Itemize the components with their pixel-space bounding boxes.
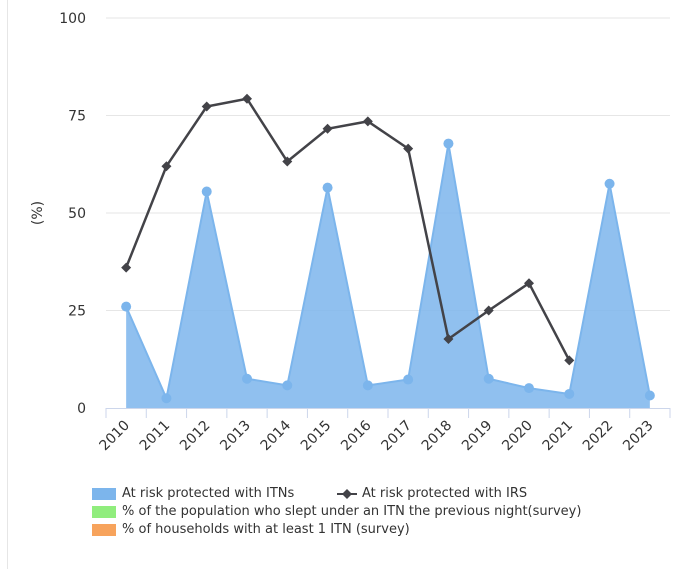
irs-point: [362, 116, 373, 127]
x-tick-label: 2017: [378, 418, 415, 455]
legend-swatch-itn: [92, 488, 116, 500]
x-axis: 2010 2011 2012 2013 2014 2015 2016 2017 2018 2019…: [96, 408, 671, 455]
itn-point: [483, 373, 494, 384]
gridlines: [106, 17, 670, 311]
legend-swatch-slept-itn: [92, 506, 116, 518]
itn-point: [322, 182, 333, 193]
irs-point: [403, 143, 414, 154]
itn-point: [524, 383, 534, 394]
irs-point: [483, 305, 494, 316]
itn-point: [604, 178, 615, 189]
y-tick-label: 0: [77, 401, 86, 417]
x-tick-label: 2021: [540, 418, 577, 455]
itn-area-fill: [126, 143, 650, 408]
itn-point: [644, 390, 655, 401]
irs-line: [124, 97, 571, 361]
legend-label-households-itn: % of households with at least 1 ITN (sur…: [122, 522, 410, 537]
x-tick-label: 2010: [96, 418, 133, 455]
x-tick-label: 2020: [499, 418, 536, 455]
irs-point: [322, 123, 333, 134]
itn-point: [282, 380, 293, 391]
x-tick-label: 2015: [298, 418, 335, 455]
legend-swatch-households-itn: [92, 524, 116, 536]
x-tick-label: 2016: [338, 417, 375, 454]
chart-border: [7, 0, 8, 569]
x-tick-label: 2019: [459, 418, 496, 455]
x-tick-label: 2023: [620, 418, 657, 455]
itn-point: [161, 393, 172, 404]
y-axis-label: (%): [30, 201, 46, 225]
irs-point: [282, 156, 293, 167]
itn-point: [443, 138, 454, 149]
x-tick-label: 2022: [580, 418, 617, 455]
legend-label-itn: At risk protected with ITNs: [122, 486, 295, 501]
irs-point: [161, 161, 172, 172]
legend-item-irs[interactable]: At risk protected with IRS: [336, 485, 596, 503]
itn-point: [242, 373, 252, 384]
itn-point: [362, 380, 373, 391]
irs-point: [121, 262, 132, 273]
itn-point: [403, 374, 414, 385]
irs-point: [524, 278, 534, 289]
itn-area-line: [125, 143, 651, 402]
y-tick-label: 100: [59, 11, 86, 27]
y-axis-ticks: 0 25 50 75 100: [59, 11, 86, 417]
irs-point: [201, 101, 212, 112]
itn-point: [201, 186, 212, 197]
y-tick-label: 75: [68, 109, 86, 125]
irs-point: [443, 333, 454, 344]
itn-area-series: [121, 138, 655, 408]
legend-label-irs: At risk protected with IRS: [362, 486, 528, 501]
x-tick-label: 2013: [217, 418, 254, 455]
y-tick-label: 25: [68, 304, 86, 320]
irs-line-series: [121, 93, 575, 366]
irs-point: [564, 355, 575, 366]
itn-point: [121, 301, 132, 312]
legend-marker-irs: [337, 489, 357, 499]
x-tick-label: 2014: [258, 417, 295, 454]
irs-point: [242, 93, 252, 104]
x-tick-label: 2011: [137, 418, 174, 455]
legend-label-slept-itn: % of the population who slept under an I…: [122, 504, 582, 519]
x-tick-label: 2018: [419, 418, 456, 455]
x-tick-label: 2012: [177, 418, 214, 455]
itn-point: [564, 388, 575, 399]
y-tick-label: 50: [68, 206, 86, 222]
